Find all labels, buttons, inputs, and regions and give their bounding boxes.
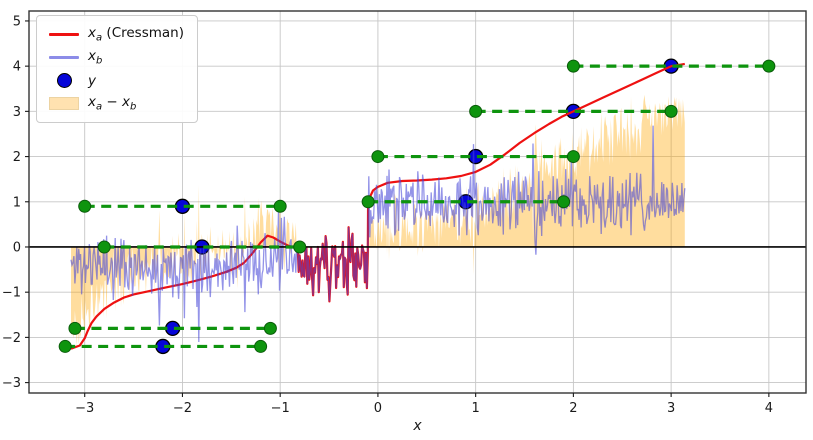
y-tick-label: 0: [13, 240, 21, 255]
x-tick-label: −1: [271, 401, 290, 416]
influence-end-dot: [273, 199, 287, 213]
influence-end-dot: [664, 104, 678, 118]
x-tick-label: −3: [75, 401, 94, 416]
legend-item-y: y: [46, 69, 184, 92]
y-tick-label: 1: [13, 195, 21, 210]
y-tick-label: −2: [2, 331, 21, 346]
legend-swatch-y-dot: [56, 73, 72, 88]
legend-label-diff: xa − xb: [88, 94, 137, 113]
influence-end-dot: [263, 321, 277, 335]
influence-end-dot: [469, 104, 483, 118]
legend-label-xa: xa (Cressman): [88, 25, 184, 44]
legend-label-xb: xb: [88, 48, 103, 67]
legend-swatch-xa-line: [49, 33, 79, 36]
legend-label-y: y: [88, 72, 96, 89]
series-xb-line: [70, 125, 686, 343]
y-tick-label: 4: [13, 60, 21, 75]
influence-end-dot: [293, 240, 307, 254]
axis-ticks: [25, 20, 770, 397]
x-tick-label: −2: [173, 401, 192, 416]
influence-end-dot: [254, 339, 268, 353]
influence-end-dot: [361, 195, 375, 209]
y-tick-label: 5: [13, 14, 21, 29]
influence-end-dot: [97, 240, 111, 254]
influence-end-dot: [557, 195, 571, 209]
legend-item-xa: xa (Cressman): [46, 23, 184, 46]
legend-item-xb: xb: [46, 46, 184, 69]
x-tick-label: 4: [765, 401, 773, 416]
influence-end-dot: [58, 339, 72, 353]
influence-end-dot: [68, 321, 82, 335]
legend-item-diff: xa − xb: [46, 92, 184, 115]
influence-end-dot: [78, 199, 92, 213]
observation-dots: [155, 58, 679, 355]
x-tick-label: 3: [667, 401, 675, 416]
influence-end-dot: [371, 150, 385, 164]
legend-swatch-xb-line: [49, 56, 79, 59]
x-tick-label: 1: [472, 401, 480, 416]
legend-swatch-diff-patch: [49, 97, 79, 110]
x-tick-label: 0: [374, 401, 382, 416]
y-tick-label: −1: [2, 286, 21, 301]
influence-lines: [58, 59, 776, 353]
influence-end-dot: [566, 150, 580, 164]
influence-end-dot: [566, 59, 580, 73]
x-tick-label: 2: [569, 401, 577, 416]
axis-tick-labels: −3 −2 −1 0 1 2 3 4 −3 −2 −1 0 1 2 3 4 5: [2, 14, 773, 416]
y-tick-label: −3: [2, 376, 21, 391]
y-tick-label: 2: [13, 150, 21, 165]
legend: xa (Cressman) xb y xa − xb: [36, 15, 198, 123]
y-tick-label: 3: [13, 105, 21, 120]
x-axis-label: x: [412, 418, 422, 434]
series-xa-minus-xb-fill: [71, 94, 685, 347]
influence-end-dot: [762, 59, 776, 73]
